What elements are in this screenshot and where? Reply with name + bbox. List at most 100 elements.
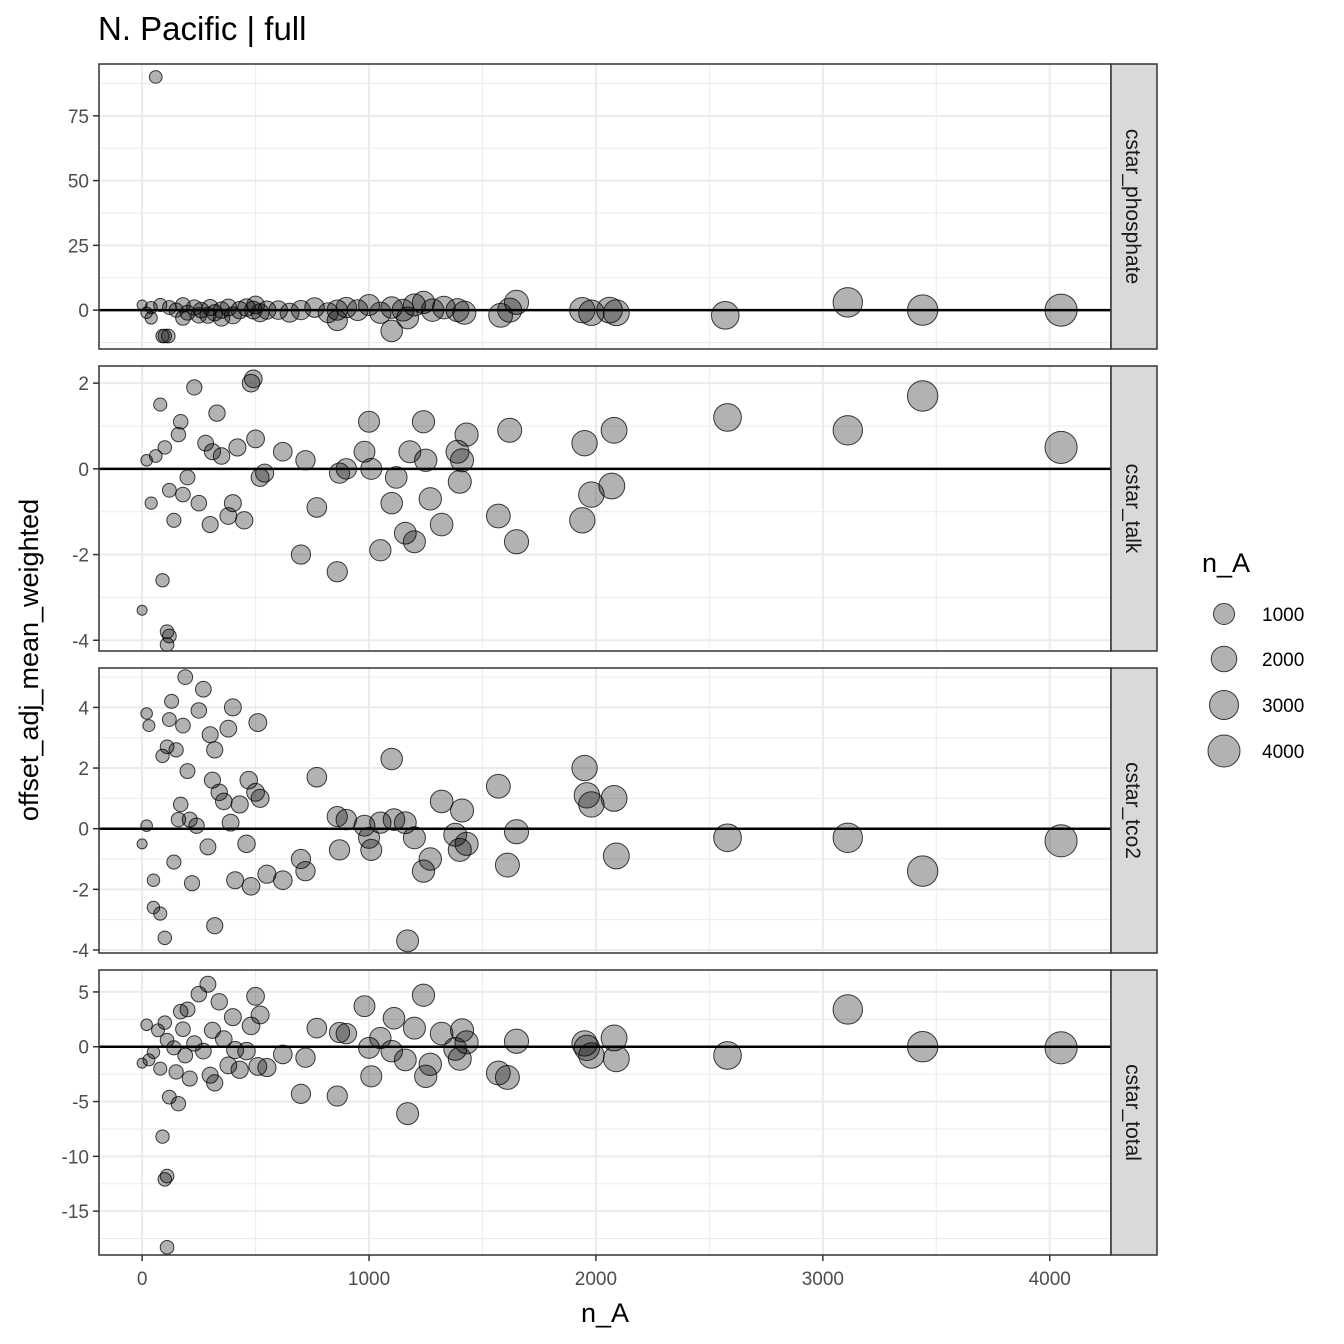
- data-point: [190, 702, 208, 719]
- data-point: [1044, 824, 1078, 858]
- facet-strip-label: cstar_talk: [1121, 464, 1144, 554]
- data-point: [832, 287, 863, 318]
- facet-strip: [1110, 969, 1158, 1256]
- y-tick-label: 2: [78, 374, 89, 395]
- data-point: [181, 1070, 198, 1087]
- facet-strip-label: cstar_total: [1121, 1064, 1144, 1161]
- data-point: [578, 1042, 605, 1069]
- data-point: [485, 503, 511, 529]
- data-point: [326, 805, 348, 828]
- data-point: [177, 1047, 194, 1064]
- y-tick-label: 0: [78, 1038, 89, 1059]
- legend-key-circle: [1207, 734, 1241, 768]
- facet-panels: 0255075cstar_phosphate-4-202cstar_talk-4…: [62, 63, 1158, 1256]
- data-point: [168, 742, 184, 758]
- data-point: [226, 871, 245, 890]
- data-point: [223, 698, 242, 717]
- data-point: [153, 1061, 168, 1076]
- data-point: [212, 447, 231, 465]
- data-point: [179, 1001, 196, 1018]
- data-point: [153, 397, 168, 412]
- data-point: [450, 448, 475, 473]
- data-point: [183, 875, 201, 892]
- facet-panel-cstar_tco2: -4 -2 0 2 4 cstar_tco2: [72, 667, 1158, 962]
- data-point: [197, 434, 215, 452]
- data-point: [328, 1021, 351, 1044]
- x-tick-label: 1000: [348, 1269, 390, 1290]
- data-point: [214, 792, 233, 811]
- data-point: [295, 450, 316, 471]
- data-point: [230, 795, 249, 814]
- data-point: [140, 819, 153, 832]
- data-point: [148, 449, 163, 463]
- data-point: [393, 811, 417, 835]
- x-tick-label: 4000: [1029, 1269, 1071, 1290]
- facet-panel-cstar_talk: -4 -2 0 2 cstar_talk: [72, 365, 1158, 652]
- x-tick-label: 3000: [802, 1269, 844, 1290]
- data-point: [206, 741, 224, 759]
- data-point: [210, 783, 228, 802]
- panel-background: [99, 366, 1111, 651]
- data-point: [230, 1060, 249, 1079]
- data-point: [369, 1026, 392, 1050]
- data-point: [713, 403, 742, 432]
- data-point: [172, 413, 189, 430]
- data-point: [358, 293, 381, 316]
- data-point: [223, 1008, 242, 1027]
- data-point: [155, 573, 170, 588]
- data-point: [1044, 1031, 1078, 1065]
- y-tick-label: 50: [68, 172, 89, 193]
- data-point: [360, 457, 383, 480]
- data-point: [358, 410, 381, 433]
- legend-key-circle: [1210, 645, 1238, 673]
- data-point: [578, 791, 605, 818]
- data-point: [153, 297, 168, 313]
- data-point: [170, 426, 187, 443]
- data-point: [166, 1040, 182, 1056]
- data-point: [452, 300, 477, 325]
- data-point: [494, 852, 520, 878]
- data-point: [598, 472, 626, 500]
- data-point: [414, 448, 438, 472]
- data-point: [235, 511, 254, 530]
- data-point: [391, 298, 415, 322]
- data-point: [306, 1017, 328, 1039]
- data-point: [206, 917, 224, 935]
- y-tick-label: -4: [72, 941, 89, 962]
- facet-strip: [1110, 63, 1158, 350]
- data-point: [199, 838, 217, 856]
- data-point: [380, 319, 403, 343]
- y-tick-label: -5: [72, 1093, 89, 1114]
- data-point: [447, 469, 472, 494]
- data-point: [201, 726, 219, 744]
- y-tick-label: 0: [78, 460, 89, 481]
- data-point: [380, 491, 403, 515]
- data-point: [290, 1083, 312, 1104]
- data-point: [221, 813, 240, 832]
- facet-strip-label: cstar_tco2: [1121, 762, 1144, 859]
- data-point: [148, 70, 163, 84]
- data-point: [201, 516, 219, 534]
- data-point: [159, 624, 175, 640]
- y-tick-label: 5: [78, 983, 89, 1004]
- data-point: [239, 770, 259, 790]
- data-point: [503, 819, 530, 845]
- legend-label: 3000: [1262, 696, 1304, 717]
- data-point: [142, 719, 156, 733]
- data-point: [175, 1021, 191, 1038]
- facet-strip: [1110, 365, 1158, 652]
- data-point: [159, 1168, 175, 1184]
- data-point: [906, 294, 939, 326]
- data-point: [161, 482, 177, 498]
- data-point: [172, 796, 189, 813]
- data-point: [602, 299, 630, 327]
- data-point: [573, 782, 601, 809]
- y-tick-label: 25: [68, 236, 89, 257]
- data-point: [146, 1045, 161, 1059]
- data-point: [161, 712, 177, 727]
- data-point: [600, 784, 628, 812]
- data-point: [181, 811, 198, 828]
- data-point: [214, 1030, 233, 1048]
- data-point: [140, 1018, 153, 1032]
- data-point: [155, 1129, 170, 1144]
